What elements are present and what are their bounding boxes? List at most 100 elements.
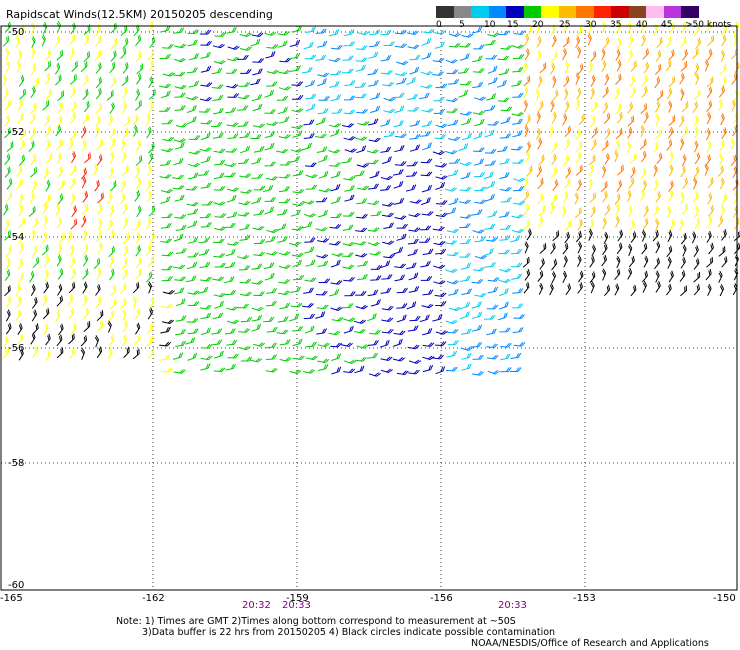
wind-barb <box>435 366 446 375</box>
wind-barb <box>434 29 447 35</box>
wind-barb <box>549 202 555 215</box>
wind-barb <box>510 367 522 372</box>
legend-swatch-9 <box>593 6 612 18</box>
wind-barb <box>147 281 153 294</box>
wind-barb <box>535 127 541 140</box>
wind-barb <box>734 89 739 102</box>
wind-barb <box>682 203 689 215</box>
wind-barb <box>15 178 23 190</box>
wind-barb <box>721 34 727 47</box>
wind-barb <box>145 271 153 283</box>
wind-barb <box>82 243 89 256</box>
wind-barb <box>30 284 36 297</box>
wind-barb <box>421 184 433 193</box>
wind-barb <box>434 292 447 297</box>
wind-barb <box>57 268 64 280</box>
wind-barb <box>213 59 226 65</box>
wind-barb <box>212 43 225 49</box>
wind-barb <box>369 329 381 335</box>
wind-barb <box>134 307 141 320</box>
wind-barb <box>45 73 51 85</box>
wind-barb <box>432 226 445 232</box>
wind-barb <box>107 192 113 205</box>
wind-barb <box>172 174 185 180</box>
wind-barb <box>603 112 611 124</box>
wind-barb <box>70 101 77 113</box>
wind-barb <box>707 35 715 46</box>
wind-barb <box>666 35 672 48</box>
wind-barb <box>109 180 117 192</box>
legend-swatch-6 <box>541 6 559 18</box>
wind-barb <box>200 65 212 73</box>
wind-barb <box>473 266 485 272</box>
wind-barb <box>145 179 152 192</box>
wind-barb <box>458 199 471 205</box>
wind-barb <box>680 88 685 101</box>
wind-barb <box>69 177 76 190</box>
wind-barb <box>487 286 499 294</box>
wind-barb <box>383 253 396 259</box>
wind-barb <box>370 210 382 217</box>
wind-barb <box>732 179 739 191</box>
wind-barb <box>705 268 712 281</box>
wind-barb <box>278 134 291 139</box>
wind-barb <box>341 123 355 128</box>
wind-barb <box>96 154 103 166</box>
wind-barb <box>80 126 87 139</box>
wind-barb <box>510 352 522 359</box>
wind-barb <box>200 363 211 371</box>
wind-barb <box>55 124 62 137</box>
wind-barb <box>383 97 396 102</box>
legend-tick-0: 0 <box>436 20 442 30</box>
wind-barb <box>511 303 524 309</box>
wind-barb <box>614 193 621 205</box>
wind-barb <box>304 277 317 282</box>
wind-barb <box>123 127 129 139</box>
wind-barb <box>43 194 51 205</box>
wind-barb <box>94 335 100 348</box>
wind-barb <box>575 35 581 48</box>
wind-barb <box>433 240 446 246</box>
wind-barb <box>94 125 100 138</box>
wind-barb <box>290 209 301 217</box>
wind-barb <box>537 192 544 205</box>
wind-barb <box>409 133 421 140</box>
wind-barb <box>445 149 458 155</box>
wind-barb <box>45 179 51 192</box>
wind-barb <box>239 132 251 139</box>
wind-barb <box>4 153 11 165</box>
wind-barb <box>497 55 510 61</box>
wind-barb <box>93 257 101 270</box>
wind-barb <box>668 100 673 113</box>
wind-barb <box>252 68 263 76</box>
wind-barb <box>679 270 686 282</box>
wind-barb <box>330 306 343 311</box>
wind-barb <box>420 158 433 164</box>
wind-barb <box>262 184 274 193</box>
wind-barb <box>213 107 224 115</box>
wind-barb <box>136 177 142 190</box>
wind-barb <box>383 108 396 114</box>
wind-barb <box>198 237 210 244</box>
wind-barb <box>355 290 367 296</box>
wind-barb <box>382 156 392 165</box>
wind-barb <box>122 62 129 74</box>
wind-barb <box>524 269 531 281</box>
wind-barb <box>330 259 341 268</box>
wind-barb <box>227 353 239 359</box>
legend-swatch-2 <box>471 6 489 18</box>
wind-barb <box>200 132 211 141</box>
wind-barb <box>434 341 447 346</box>
wind-barb <box>460 214 473 219</box>
wind-barb <box>693 114 699 127</box>
wind-barb <box>54 62 61 75</box>
wind-barb <box>187 29 199 34</box>
credit-line: NOAA/NESDIS/Office of Research and Appli… <box>471 638 709 649</box>
wind-barb <box>238 81 251 87</box>
wind-barb <box>17 272 24 284</box>
wind-barb <box>499 268 512 273</box>
wind-barb <box>252 103 263 112</box>
wind-barb <box>459 111 472 116</box>
wind-barb <box>629 86 636 99</box>
wind-barb <box>18 24 25 36</box>
